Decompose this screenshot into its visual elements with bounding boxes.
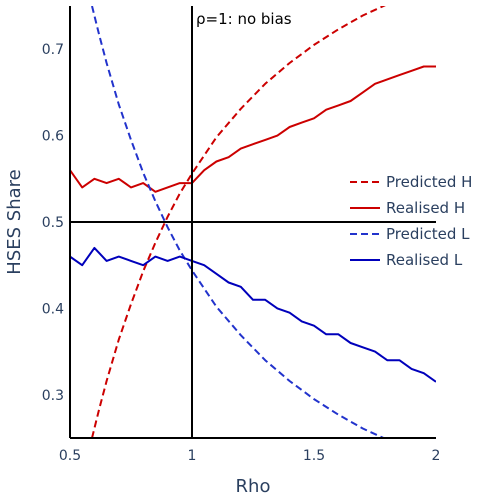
- legend-label: Predicted H: [386, 173, 472, 191]
- x-tick-label: 1: [188, 448, 197, 464]
- x-axis-ticks: 0.5 1 1.5 2: [59, 448, 441, 464]
- series-line-predicted-h: [91, 6, 386, 438]
- y-tick-label: 0.6: [42, 129, 64, 145]
- y-tick-label: 0.7: [42, 42, 64, 58]
- y-axis-title: HSES Share: [4, 169, 25, 274]
- plot-area: [69, 6, 436, 439]
- legend-label: Realised L: [386, 251, 463, 269]
- x-tick-label: 0.5: [59, 448, 81, 464]
- y-axis-ticks: 0.3 0.4 0.5 0.6 0.7: [42, 42, 64, 404]
- y-tick-label: 0.3: [42, 388, 64, 404]
- x-tick-label: 2: [432, 448, 441, 464]
- y-tick-label: 0.4: [42, 301, 64, 317]
- legend: Predicted H Realised H Predicted L Realised…: [350, 173, 472, 269]
- x-axis-title: Rho: [236, 476, 271, 497]
- y-tick-label: 0.5: [42, 215, 64, 231]
- series-line-realised-h: [70, 65, 436, 193]
- annotation-no-bias: ρ=1: no bias: [196, 10, 292, 28]
- x-tick-label: 1.5: [303, 448, 325, 464]
- series-line-predicted-l: [91, 6, 386, 438]
- legend-label: Predicted L: [386, 225, 470, 243]
- legend-label: Realised H: [386, 199, 465, 217]
- series-line-realised-l: [70, 246, 436, 383]
- series-layer: [70, 6, 436, 438]
